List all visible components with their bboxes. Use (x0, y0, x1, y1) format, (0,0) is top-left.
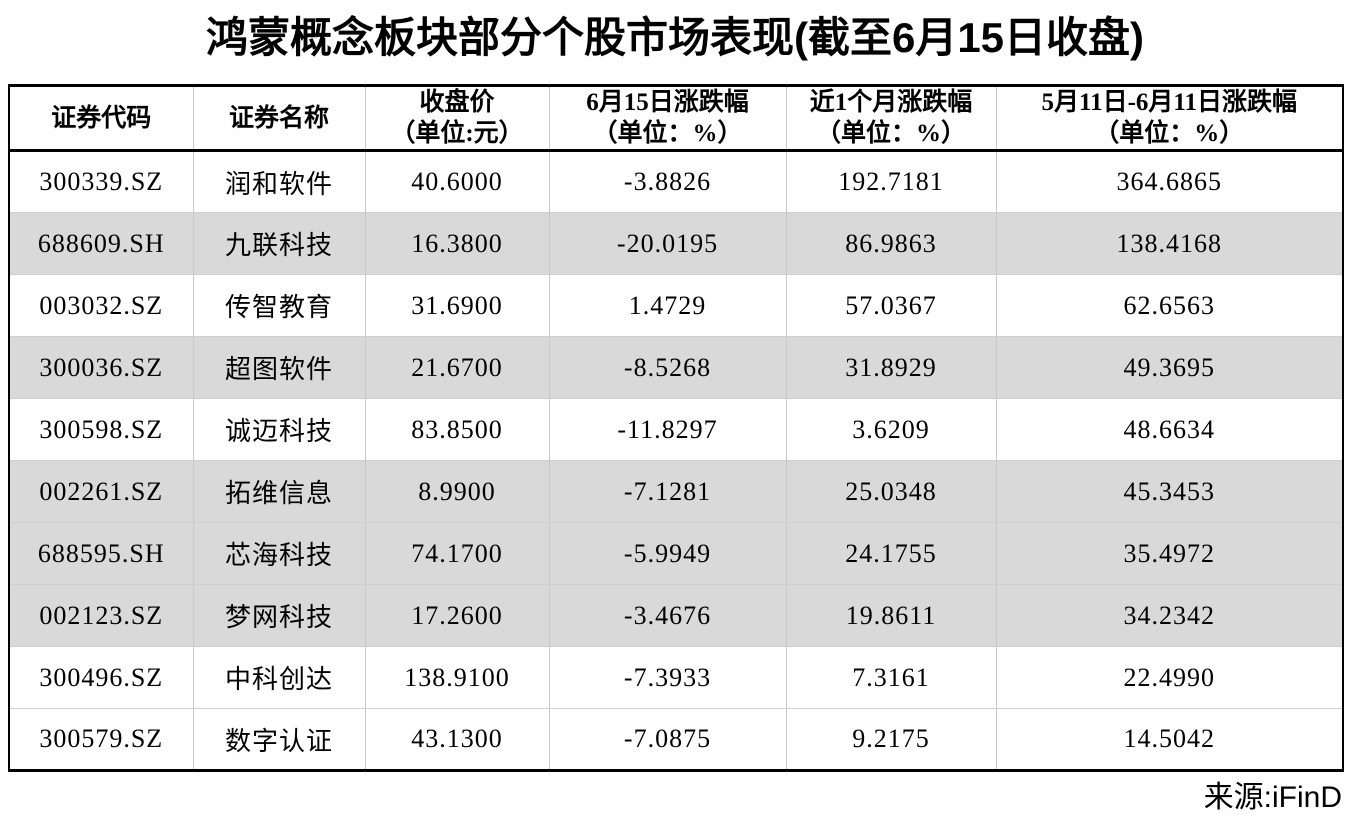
table-row: 300496.SZ 中科创达 138.9100 -7.3933 7.3161 2… (9, 646, 1343, 709)
col-header-close-label: 收盘价 (419, 89, 495, 116)
cell-name: 润和软件 (192, 150, 365, 213)
col-header-chg-jun15: 6月15日涨跌幅 （单位：%） (548, 85, 786, 151)
col-header-close-unit: （单位:元） (390, 120, 524, 147)
col-header-chg-1m-unit: （单位：%） (815, 120, 966, 147)
cell-code: 688609.SH (9, 212, 193, 275)
cell-chg-jun15: -20.0195 (548, 212, 786, 275)
col-header-chg-jun15-label: 6月15日涨跌幅 (586, 89, 749, 116)
cell-code: 300339.SZ (39, 167, 164, 196)
col-header-name-label: 证券名称 (228, 104, 329, 132)
cell-chg-1m: 31.8929 (785, 336, 996, 399)
cell-chg-1m: 3.6209 (785, 398, 996, 461)
table-row: 003032.SZ 传智教育 31.6900 1.4729 57.0367 62… (9, 274, 1343, 337)
cell-close: 43.1300 (364, 708, 549, 771)
col-header-chg-may11-jun11: 5月11日-6月11日涨跌幅 （单位：%） (995, 85, 1343, 151)
cell-code: 002123.SZ (9, 584, 193, 647)
col-header-chg-may11-jun11-unit: （单位：%） (1094, 120, 1245, 147)
cell-chg-may11-jun11: 49.3695 (995, 336, 1343, 399)
cell-code: 688595.SH (9, 522, 193, 585)
cell-chg-may11-jun11: 62.6563 (995, 274, 1343, 337)
cell-chg-1m: 25.0348 (785, 460, 996, 523)
cell-code: 002261.SZ (9, 460, 193, 523)
col-header-chg-1m: 近1个月涨跌幅 （单位：%） (785, 85, 996, 151)
stock-performance-table: 证券代码 证券名称 收盘价 （单位:元） 6月15日涨跌幅 （单位：%） 近1个… (8, 84, 1344, 772)
cell-close: 16.3800 (364, 212, 549, 275)
cell-name: 梦网科技 (192, 584, 365, 647)
cell-chg-1m: 86.9863 (785, 212, 996, 275)
col-header-name: 证券名称 (192, 85, 365, 151)
cell-chg-jun15: -8.5268 (548, 336, 786, 399)
cell-name: 芯海科技 (192, 522, 365, 585)
cell-chg-may11-jun11: 48.6634 (995, 398, 1343, 461)
cell-chg-jun15: -3.8826 (548, 150, 786, 213)
col-header-chg-1m-label: 近1个月涨跌幅 (809, 89, 973, 116)
cell-close: 138.9100 (364, 646, 549, 709)
cell-name: 九联科技 (192, 212, 365, 275)
cell-chg-may11-jun11: 364.6865 (995, 150, 1343, 213)
cell-name: 诚迈科技 (192, 398, 365, 461)
source-label: 来源:iFinD (1203, 781, 1342, 814)
cell-chg-jun15: 1.4729 (548, 274, 786, 337)
cell-code: 300036.SZ (9, 336, 193, 399)
cell-chg-may11-jun11: 22.4990 (995, 646, 1343, 709)
col-header-code-label: 证券代码 (51, 104, 152, 132)
col-header-close: 收盘价 （单位:元） (364, 85, 549, 151)
table-row: 300339.SZ 润和软件 40.6000 -3.8826 192.7181 … (9, 150, 1343, 213)
cell-chg-may11-jun11: 35.4972 (995, 522, 1343, 585)
col-header-chg-may11-jun11-label: 5月11日-6月11日涨跌幅 (1041, 89, 1298, 116)
cell-code: 003032.SZ (9, 274, 193, 337)
table-row: 688595.SH 芯海科技 74.1700 -5.9949 24.1755 3… (9, 522, 1343, 585)
cell-name: 超图软件 (192, 336, 365, 399)
cell-chg-jun15: -11.8297 (548, 398, 786, 461)
cell-chg-jun15: -7.0875 (548, 708, 786, 771)
col-header-code: 证券代码 (9, 85, 193, 151)
cell-chg-may11-jun11: 45.3453 (995, 460, 1343, 523)
table-row: 300598.SZ 诚迈科技 83.8500 -11.8297 3.6209 4… (9, 398, 1343, 461)
cell-code: 300579.SZ (9, 708, 193, 771)
cell-name: 中科创达 (192, 646, 365, 709)
cell-code: 300598.SZ (9, 398, 193, 461)
cell-chg-may11-jun11: 138.4168 (995, 212, 1343, 275)
cell-close: 40.6000 (364, 150, 549, 213)
page-title: 鸿蒙概念板块部分个股市场表现(截至6月15日收盘) (205, 14, 1145, 61)
cell-chg-jun15: -3.4676 (548, 584, 786, 647)
col-header-chg-jun15-unit: （单位：%） (592, 120, 743, 147)
cell-chg-1m: 19.8611 (785, 584, 996, 647)
cell-chg-jun15: -5.9949 (548, 522, 786, 585)
cell-chg-jun15: -7.1281 (548, 460, 786, 523)
cell-name: 传智教育 (192, 274, 365, 337)
cell-chg-1m: 24.1755 (785, 522, 996, 585)
table-row: 002123.SZ 梦网科技 17.2600 -3.4676 19.8611 3… (9, 584, 1343, 647)
cell-close: 31.6900 (364, 274, 549, 337)
table-row: 300036.SZ 超图软件 21.6700 -8.5268 31.8929 4… (9, 336, 1343, 399)
cell-close: 17.2600 (364, 584, 549, 647)
cell-chg-may11-jun11: 14.5042 (995, 708, 1343, 771)
cell-chg-may11-jun11: 34.2342 (995, 584, 1343, 647)
table-row: 688609.SH 九联科技 16.3800 -20.0195 86.9863 … (9, 212, 1343, 275)
table-row: 002261.SZ 拓维信息 8.9900 -7.1281 25.0348 45… (9, 460, 1343, 523)
cell-name: 数字认证 (192, 708, 365, 771)
cell-close: 21.6700 (364, 336, 549, 399)
cell-chg-1m: 192.7181 (785, 150, 996, 213)
cell-close: 74.1700 (364, 522, 549, 585)
table-row: 300579.SZ 数字认证 43.1300 -7.0875 9.2175 14… (9, 708, 1343, 771)
cell-code: 300496.SZ (9, 646, 193, 709)
cell-name: 拓维信息 (192, 460, 365, 523)
cell-close: 8.9900 (364, 460, 549, 523)
header-row: 证券代码 证券名称 收盘价 （单位:元） 6月15日涨跌幅 （单位：%） 近1个… (9, 85, 1343, 151)
cell-chg-1m: 7.3161 (785, 646, 996, 709)
cell-chg-jun15: -7.3933 (548, 646, 786, 709)
cell-chg-1m: 57.0367 (785, 274, 996, 337)
cell-close: 83.8500 (364, 398, 549, 461)
cell-chg-1m: 9.2175 (785, 708, 996, 771)
